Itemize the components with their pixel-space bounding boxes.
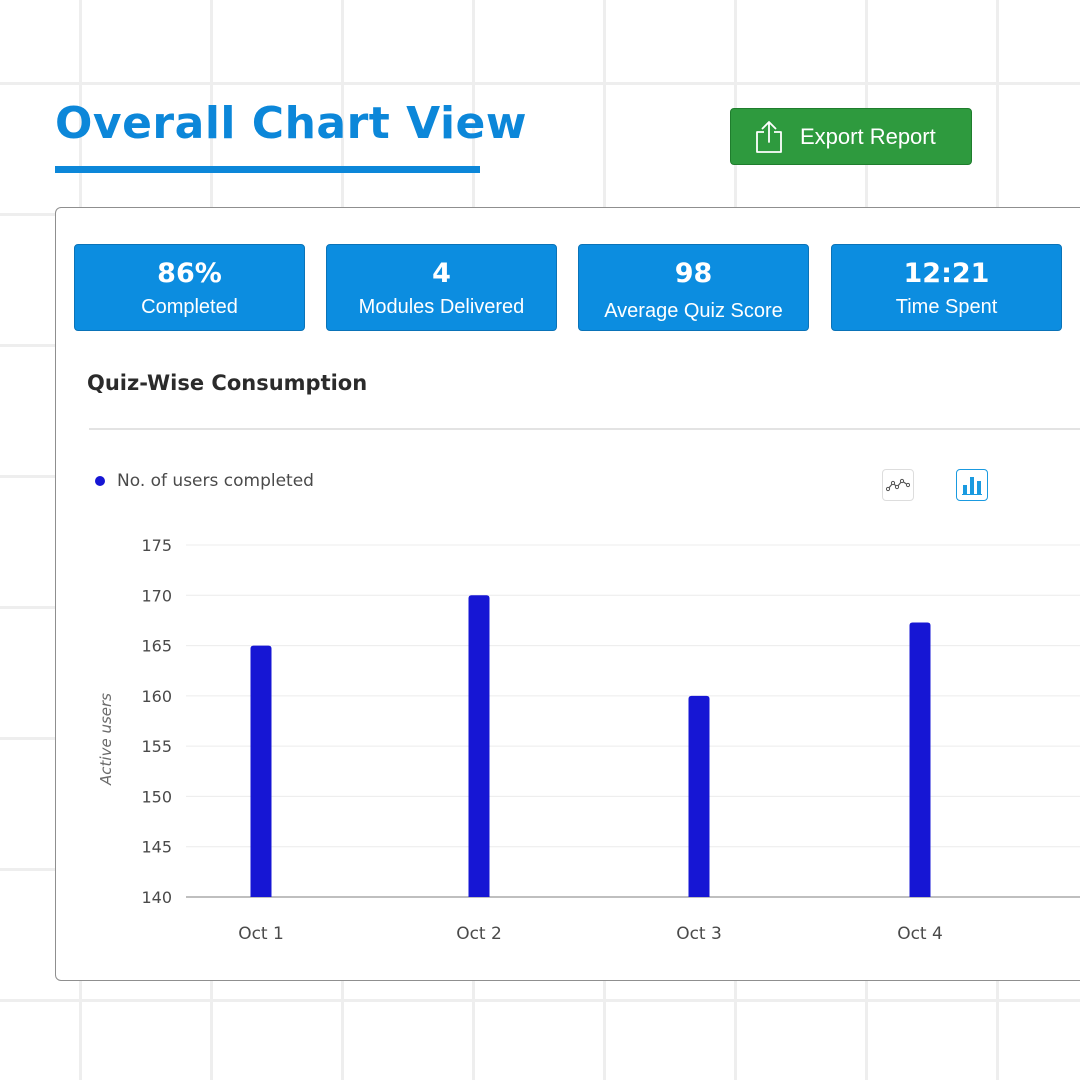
chart-divider	[89, 428, 1080, 430]
x-tick-label: Oct 3	[676, 924, 722, 944]
line-chart-toggle[interactable]	[882, 469, 914, 501]
stat-card-completed: 86% Completed	[74, 244, 305, 331]
bar	[909, 622, 931, 897]
y-axis-title: Active users	[97, 693, 115, 786]
stat-value: 86%	[157, 258, 222, 289]
legend-label: No. of users completed	[117, 471, 314, 491]
y-tick-label: 145	[141, 838, 172, 857]
y-tick-label: 150	[141, 787, 172, 806]
title-underline	[55, 166, 480, 173]
stat-value: 98	[674, 258, 713, 289]
chart-title: Quiz-Wise Consumption	[87, 371, 368, 395]
stat-label: Modules Delivered	[358, 296, 525, 318]
stat-value: 12:21	[903, 258, 990, 289]
stat-card-time-spent: 12:21 Time Spent	[831, 244, 1062, 331]
share-export-icon	[756, 120, 782, 153]
y-tick-label: 140	[141, 888, 172, 907]
stat-label: Completed	[141, 296, 238, 318]
stat-card-average-quiz-score: 98 Average Quiz Score	[578, 244, 809, 331]
bar-chart: 140 145 150 155 160 165 170 175 Active users Oct …	[97, 536, 1080, 944]
x-tick-label: Oct 1	[238, 924, 284, 944]
y-tick-label: 165	[141, 637, 172, 656]
bar-chart-icon	[962, 477, 982, 495]
export-report-button[interactable]: Export Report	[730, 108, 972, 165]
export-report-label: Export Report	[800, 123, 936, 149]
stat-label: Average Quiz Score	[604, 300, 783, 322]
bar-chart-toggle[interactable]	[956, 469, 988, 501]
y-tick-label: 155	[141, 737, 172, 756]
y-tick-label: 160	[141, 687, 172, 706]
dashboard-card: 86% Completed 4 Modules Delivered 98 Ave…	[55, 207, 1080, 981]
bar	[688, 695, 710, 897]
chart-legend[interactable]: No. of users completed	[95, 471, 314, 491]
legend-marker	[95, 476, 105, 486]
x-tick-label: Oct 2	[456, 924, 502, 944]
stat-card-modules-delivered: 4 Modules Delivered	[326, 244, 557, 331]
page-title: Overall Chart View	[55, 98, 528, 149]
bar	[468, 595, 490, 897]
line-chart-icon	[886, 478, 910, 492]
stat-label: Time Spent	[895, 296, 998, 318]
stat-value: 4	[432, 258, 451, 289]
y-tick-label: 175	[141, 536, 172, 555]
y-tick-label: 170	[141, 586, 172, 605]
bar	[250, 645, 272, 897]
x-tick-label: Oct 4	[897, 924, 943, 944]
